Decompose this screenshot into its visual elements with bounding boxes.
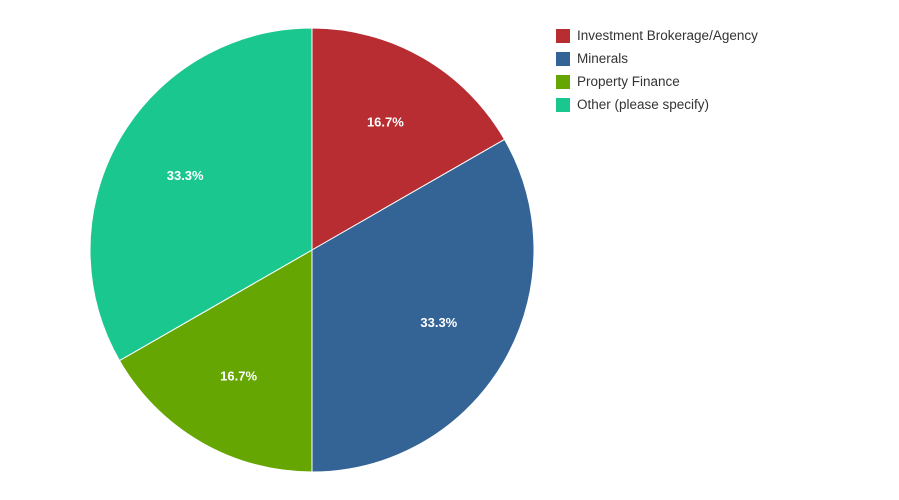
- pie-slice-labels: 16.7% 33.3% 16.7% 33.3%: [167, 115, 458, 384]
- chart-legend: Investment Brokerage/Agency Minerals Prope…: [556, 24, 758, 116]
- pie-slices: [89, 27, 535, 473]
- legend-item-3[interactable]: Property Finance: [556, 70, 758, 93]
- legend-label: Other (please specify): [577, 97, 710, 112]
- pie-slice-2[interactable]: [311, 138, 535, 473]
- legend-swatch: [556, 28, 570, 43]
- legend-swatch: [556, 97, 570, 112]
- pie-slice-4[interactable]: [89, 27, 313, 362]
- pie-slice-label-3: 16.7%: [220, 368, 257, 383]
- pie-slice-3[interactable]: [118, 249, 313, 473]
- legend-swatch: [556, 74, 570, 89]
- legend-swatch: [556, 51, 570, 66]
- legend-label: Minerals: [577, 51, 629, 66]
- legend-label: Property Finance: [577, 74, 680, 89]
- pie-slice-label-1: 16.7%: [367, 115, 404, 130]
- legend-item-2[interactable]: Minerals: [556, 47, 758, 70]
- legend-label: Investment Brokerage/Agency: [577, 28, 758, 43]
- pie-slice-label-2: 33.3%: [420, 315, 457, 330]
- legend-item-4[interactable]: Other (please specify): [556, 93, 758, 116]
- pie-slice-1[interactable]: [311, 27, 506, 251]
- legend-item-1[interactable]: Investment Brokerage/Agency: [556, 24, 758, 47]
- pie-slice-label-4: 33.3%: [167, 168, 204, 183]
